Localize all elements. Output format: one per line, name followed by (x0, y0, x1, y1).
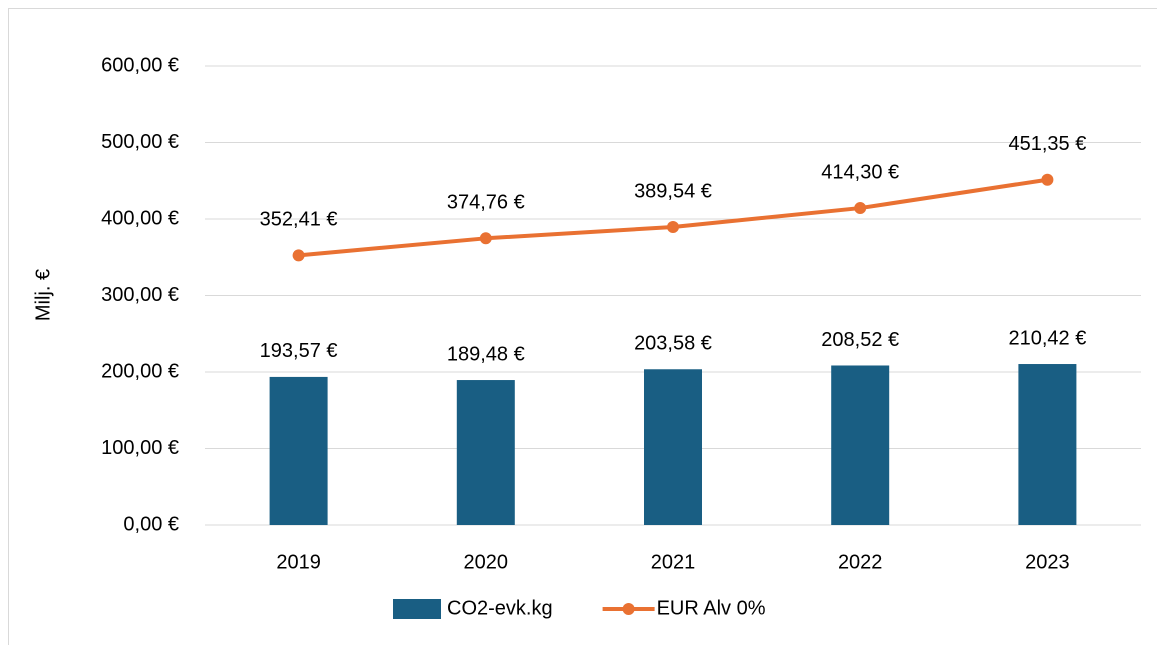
bar (644, 369, 702, 525)
y-tick-label: 300,00 € (101, 284, 179, 306)
chart-border (8, 8, 1157, 645)
marker (1041, 173, 1054, 186)
data-label: 389,54 € (634, 180, 712, 202)
marker (667, 221, 679, 234)
y-tick-label: 0,00 € (123, 513, 179, 535)
data-label: 193,57 € (260, 340, 338, 362)
marker (479, 232, 492, 245)
legend-label: CO2-evk.kg (447, 597, 553, 619)
y-tick-label: 100,00 € (101, 437, 179, 459)
data-label: 203,58 € (634, 333, 712, 355)
bar (1018, 364, 1077, 525)
x-tick-label: 2021 (651, 551, 696, 573)
x-tick-label: 2019 (276, 551, 321, 573)
data-label: 352,41 € (260, 209, 338, 231)
y-axis-title: Milj. € (32, 269, 54, 321)
data-label: 451,35 € (1008, 133, 1086, 155)
marker (292, 249, 305, 262)
marker (854, 202, 867, 215)
bar (269, 376, 328, 525)
bar (831, 365, 890, 525)
legend-swatch (393, 599, 441, 619)
x-tick-label: 2023 (1025, 551, 1070, 573)
y-tick-label: 400,00 € (101, 207, 179, 229)
data-label: 210,42 € (1008, 327, 1086, 349)
y-tick-label: 600,00 € (101, 54, 179, 76)
bar (456, 380, 515, 525)
data-label: 208,52 € (821, 329, 899, 351)
data-label: 414,30 € (821, 161, 899, 183)
data-label: 374,76 € (447, 192, 525, 214)
x-tick-label: 2022 (838, 551, 883, 573)
legend-label: EUR Alv 0% (657, 597, 766, 619)
y-tick-label: 200,00 € (101, 360, 179, 382)
data-label: 189,48 € (447, 343, 525, 365)
y-tick-label: 500,00 € (101, 131, 179, 153)
legend-marker (622, 603, 635, 615)
x-tick-label: 2020 (464, 551, 509, 573)
